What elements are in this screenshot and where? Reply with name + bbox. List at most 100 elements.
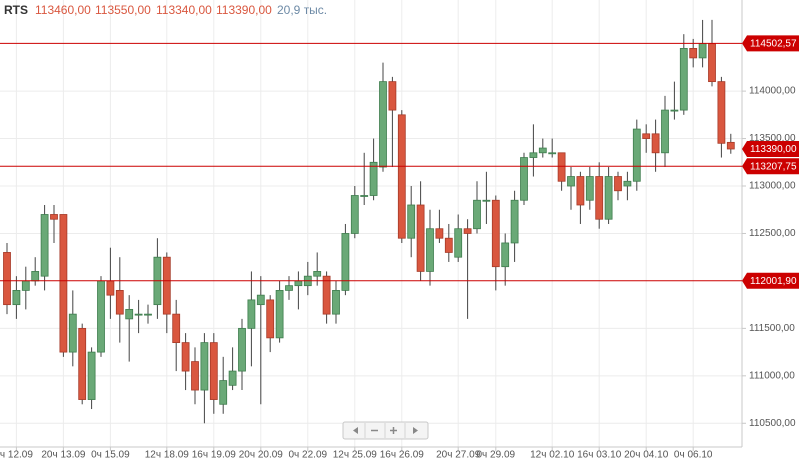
candle-body [595, 176, 604, 220]
candle-body [350, 195, 359, 234]
candle-body [726, 141, 735, 150]
candle-body [266, 299, 275, 339]
x-tick-label: 0ч 15.09 [91, 450, 130, 461]
candle-body [538, 147, 547, 154]
candle-body [40, 214, 49, 277]
candle-body [294, 280, 303, 287]
candle-body [97, 280, 105, 353]
candle-body [106, 280, 115, 296]
navigation [342, 421, 429, 440]
level-label: 114502,57 [750, 39, 797, 50]
nav-left[interactable] [353, 427, 358, 434]
level-label: 113207,75 [750, 161, 797, 172]
candle-body [689, 48, 698, 59]
candle-body [134, 313, 143, 316]
info-high: 113550,00 [95, 3, 151, 17]
y-tick-label: 112500,00 [749, 228, 796, 239]
candle-body [623, 180, 632, 187]
candle-body [172, 313, 181, 344]
candle-body [679, 48, 688, 111]
candle-body [548, 152, 557, 155]
x-tick-label: 16ч 26.09 [380, 450, 425, 461]
candle-body [256, 294, 265, 306]
candle-body [416, 204, 425, 272]
x-tick-label: 12ч 25.09 [333, 450, 378, 461]
volume: 20,9 тыс. [277, 3, 327, 17]
candle-body [632, 128, 641, 182]
y-tick-label: 113500,00 [749, 133, 796, 144]
x-tick-label: 20ч 04.10 [624, 450, 669, 461]
candle-body [78, 327, 87, 400]
candle-body [144, 313, 152, 316]
candle-body [585, 176, 594, 201]
candle-body [162, 256, 171, 315]
candle-body [491, 199, 500, 268]
candle-body [510, 199, 519, 244]
x-tick-label: 0ч 06.10 [674, 450, 713, 461]
last-price-box [742, 141, 799, 157]
candle-body [717, 81, 726, 144]
candle-body [407, 204, 416, 239]
candle-body [219, 380, 228, 405]
candle-body [369, 161, 378, 196]
x-tick-label: 0ч 29.09 [477, 450, 516, 461]
candle-body [708, 43, 716, 83]
x-tick-label: 20ч 13.09 [41, 450, 86, 461]
y-tick-label: 111000,00 [749, 370, 795, 381]
y-tick-label: 113000,00 [749, 181, 796, 192]
candle-body [567, 176, 575, 187]
y-tick-label: 114000,00 [749, 86, 796, 97]
x-tick-label: 16ч 19.09 [192, 450, 237, 461]
x-tick-label: 16ч 03.10 [577, 450, 622, 461]
level-box [742, 35, 799, 52]
candle-body [529, 152, 538, 158]
candle-body [642, 133, 651, 139]
candle-body [698, 43, 707, 59]
level-label: 112001,90 [750, 276, 797, 287]
candle-body [322, 275, 331, 315]
candle-body [397, 114, 406, 239]
candle-body [238, 327, 246, 372]
candle-body [435, 228, 444, 239]
candle-body [87, 351, 96, 400]
candle-body [604, 176, 613, 220]
y-tick-label: 110500,00 [749, 418, 796, 429]
info-close: 113390,00 [216, 3, 272, 17]
candle-body [12, 290, 21, 306]
candle-body [341, 233, 350, 291]
candle-body [388, 81, 397, 111]
x-tick-label: 20ч 27.09 [436, 450, 481, 461]
nav-right[interactable] [413, 427, 418, 434]
x-tick-label: 0ч 22.09 [289, 450, 328, 461]
candle-body [115, 290, 124, 315]
y-tick-label: 111500,00 [749, 323, 795, 334]
candle-body [426, 228, 434, 272]
candle-body [50, 214, 58, 220]
candle-body [31, 271, 40, 282]
candle-body [181, 342, 190, 372]
candle-body [313, 271, 322, 277]
candle-body [463, 228, 472, 234]
candle-body [501, 242, 510, 268]
x-tick-label: 12ч 18.09 [145, 450, 190, 461]
candle-body [670, 109, 679, 112]
candle-body [247, 299, 256, 329]
candle-body [191, 361, 199, 391]
candle-body [285, 285, 293, 291]
info-low: 113340,00 [156, 3, 212, 17]
nav-zoom-in[interactable] [390, 427, 397, 434]
candle-body [473, 199, 481, 230]
candle-body [454, 228, 463, 258]
candle-body [125, 308, 134, 320]
candle-body [482, 199, 491, 202]
candle-body [379, 81, 387, 168]
overlay: 114502,57 113207,75 112001,90 113390,00 [0, 35, 799, 289]
candle-body [21, 280, 30, 291]
x-tick-label: ч 12.09 [0, 450, 33, 461]
candle-body [576, 176, 585, 206]
candle-body [557, 152, 566, 182]
candle-body [520, 157, 528, 201]
candle-body [209, 342, 218, 400]
candle-body [200, 342, 209, 391]
